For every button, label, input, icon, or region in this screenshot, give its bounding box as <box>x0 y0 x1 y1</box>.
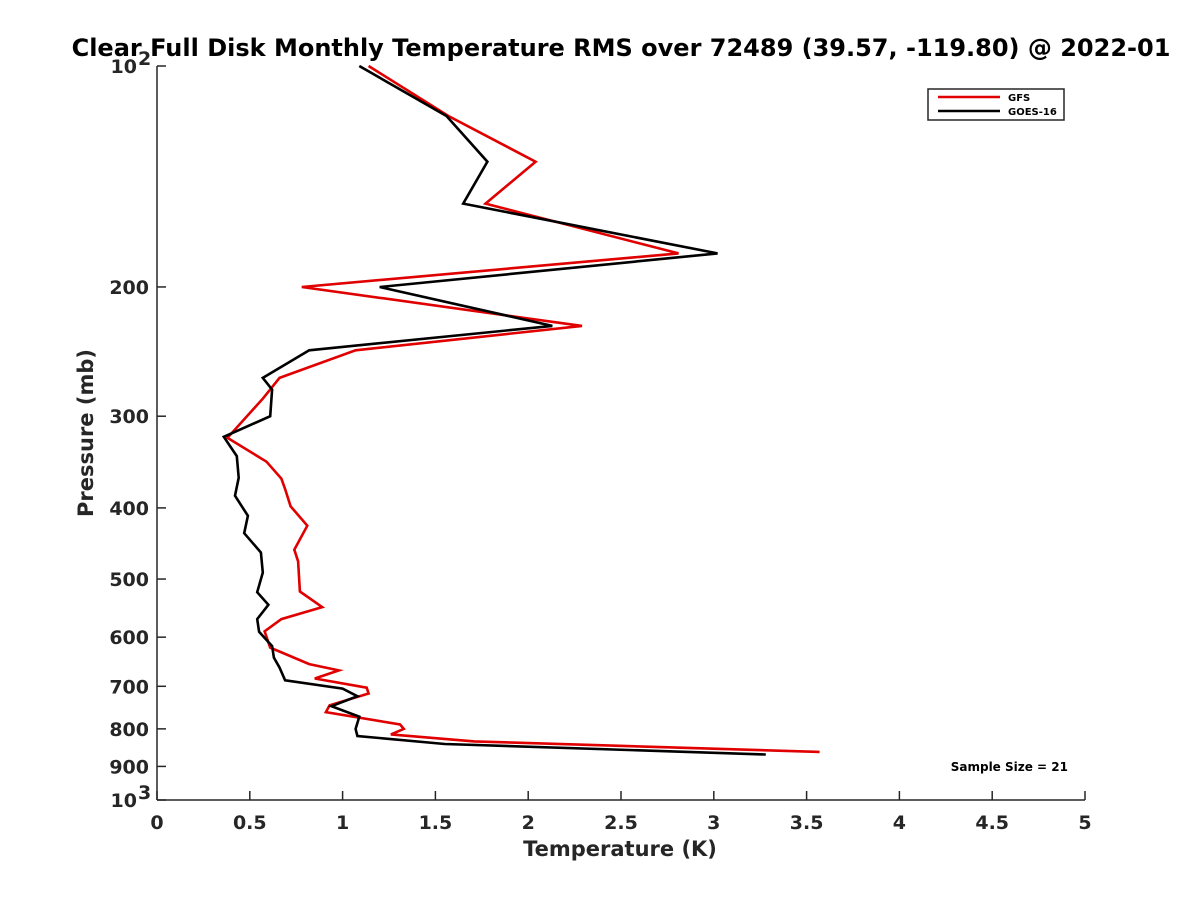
y-tick-label: 600 <box>109 627 149 649</box>
legend-box <box>927 88 1065 121</box>
series-layer <box>221 64 820 756</box>
x-tick-label: 0.5 <box>233 812 267 834</box>
x-tick-label: 1 <box>336 812 349 834</box>
legend: GFS GOES-16 <box>927 88 1065 121</box>
series-line-goes-16 <box>221 64 766 756</box>
legend-label-goes-16: GOES-16 <box>1008 107 1057 118</box>
x-tick-label: 4 <box>893 812 906 834</box>
legend-label-gfs: GFS <box>1008 93 1030 104</box>
series-line-gfs <box>225 64 820 754</box>
y-tick-label: 300 <box>109 406 149 428</box>
x-tick-label: 1.5 <box>419 812 453 834</box>
y-tick-label: 900 <box>109 756 149 778</box>
x-tick-label: 2.5 <box>604 812 638 834</box>
x-tick-label: 3 <box>707 812 720 834</box>
y-tick-label: 700 <box>109 676 149 698</box>
x-tick-label: 4.5 <box>975 812 1009 834</box>
x-axis-label: Temperature (K) <box>523 837 717 861</box>
chart-title: Clear Full Disk Monthly Temperature RMS … <box>72 34 1171 62</box>
y-tick-exponent: 2 <box>138 48 151 70</box>
sample-size-annotation: Sample Size = 21 <box>951 760 1068 774</box>
y-tick-exponent: 3 <box>138 782 151 804</box>
y-tick-label: 400 <box>109 498 149 520</box>
x-axis: 0 0.5 1 1.5 2 2.5 3 3.5 4 4.5 5 <box>150 791 1092 834</box>
x-tick-label: 2 <box>522 812 535 834</box>
y-tick-label: 10 <box>111 56 137 78</box>
x-tick-label: 3.5 <box>790 812 824 834</box>
x-tick-label: 0 <box>150 812 163 834</box>
y-tick-label: 200 <box>109 277 149 299</box>
x-tick-label: 5 <box>1078 812 1091 834</box>
y-tick-label: 10 <box>111 790 137 812</box>
y-axis-label: Pressure (mb) <box>74 349 98 517</box>
plot-area <box>157 66 1085 800</box>
y-tick-label: 500 <box>109 569 149 591</box>
y-tick-label: 800 <box>109 719 149 741</box>
